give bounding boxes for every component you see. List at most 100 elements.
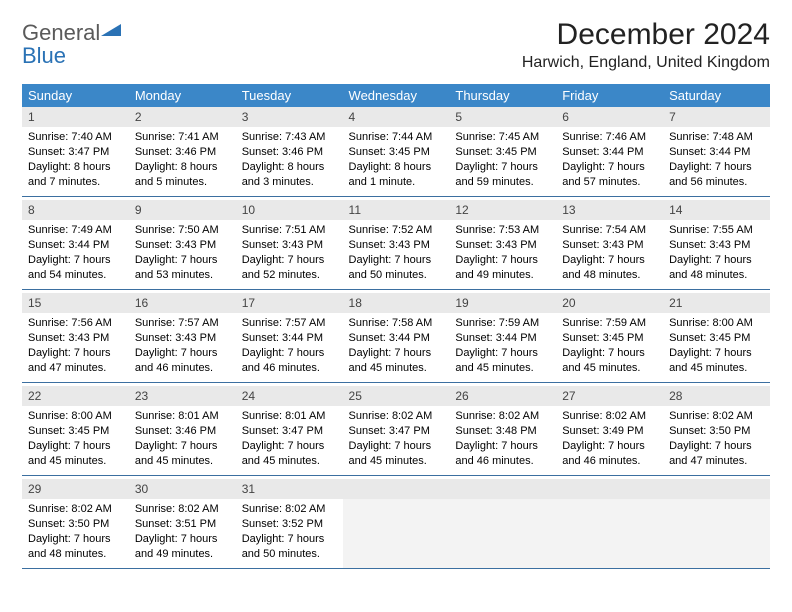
sunrise: Sunrise: 8:02 AM: [349, 409, 444, 424]
sunset: Sunset: 3:43 PM: [455, 238, 550, 253]
daylight-line2: and 45 minutes.: [562, 361, 657, 376]
day-header: Wednesday: [343, 84, 450, 107]
day-number: 14: [663, 200, 770, 220]
sunrise: Sunrise: 7:55 AM: [669, 223, 764, 238]
day-cell: Sunrise: 7:57 AMSunset: 3:43 PMDaylight:…: [129, 313, 236, 382]
sunrise: Sunrise: 7:44 AM: [349, 130, 444, 145]
day-cell: Sunrise: 8:02 AMSunset: 3:52 PMDaylight:…: [236, 499, 343, 568]
sunrise: Sunrise: 7:58 AM: [349, 316, 444, 331]
day-number: 16: [129, 293, 236, 313]
day-number: 27: [556, 386, 663, 406]
day-header: Tuesday: [236, 84, 343, 107]
logo: General Blue: [22, 18, 121, 68]
sunrise: Sunrise: 7:50 AM: [135, 223, 230, 238]
detail-row: Sunrise: 8:00 AMSunset: 3:45 PMDaylight:…: [22, 406, 770, 475]
sunrise: Sunrise: 7:57 AM: [242, 316, 337, 331]
day-number: 24: [236, 386, 343, 406]
daylight-line1: Daylight: 7 hours: [455, 160, 550, 175]
daynum-row: 15161718192021: [22, 293, 770, 313]
day-number: 19: [449, 293, 556, 313]
sunset: Sunset: 3:43 PM: [669, 238, 764, 253]
daylight-line2: and 45 minutes.: [242, 454, 337, 469]
sunset: Sunset: 3:44 PM: [349, 331, 444, 346]
sunrise: Sunrise: 7:53 AM: [455, 223, 550, 238]
title-block: December 2024 Harwich, England, United K…: [522, 18, 770, 72]
daylight-line2: and 46 minutes.: [455, 454, 550, 469]
day-cell: Sunrise: 7:45 AMSunset: 3:45 PMDaylight:…: [449, 127, 556, 196]
daylight-line2: and 48 minutes.: [562, 268, 657, 283]
daylight-line2: and 57 minutes.: [562, 175, 657, 190]
sunrise: Sunrise: 7:54 AM: [562, 223, 657, 238]
day-cell: Sunrise: 7:49 AMSunset: 3:44 PMDaylight:…: [22, 220, 129, 289]
daylight-line1: Daylight: 7 hours: [242, 346, 337, 361]
day-number: 9: [129, 200, 236, 220]
daylight-line1: Daylight: 8 hours: [242, 160, 337, 175]
day-cell: Sunrise: 7:41 AMSunset: 3:46 PMDaylight:…: [129, 127, 236, 196]
day-number: 25: [343, 386, 450, 406]
day-number: 15: [22, 293, 129, 313]
day-cell: Sunrise: 7:51 AMSunset: 3:43 PMDaylight:…: [236, 220, 343, 289]
day-cell: Sunrise: 7:50 AMSunset: 3:43 PMDaylight:…: [129, 220, 236, 289]
day-cell: Sunrise: 7:44 AMSunset: 3:45 PMDaylight:…: [343, 127, 450, 196]
day-cell: Sunrise: 7:57 AMSunset: 3:44 PMDaylight:…: [236, 313, 343, 382]
daylight-line1: Daylight: 7 hours: [562, 439, 657, 454]
daylight-line2: and 47 minutes.: [28, 361, 123, 376]
daylight-line2: and 50 minutes.: [242, 547, 337, 562]
day-cell: Sunrise: 7:48 AMSunset: 3:44 PMDaylight:…: [663, 127, 770, 196]
day-number: 30: [129, 479, 236, 499]
day-header: Sunday: [22, 84, 129, 107]
daylight-line2: and 56 minutes.: [669, 175, 764, 190]
daylight-line2: and 1 minute.: [349, 175, 444, 190]
sunrise: Sunrise: 8:01 AM: [242, 409, 337, 424]
day-number: 6: [556, 107, 663, 127]
sunrise: Sunrise: 7:48 AM: [669, 130, 764, 145]
sunset: Sunset: 3:44 PM: [562, 145, 657, 160]
day-cell: Sunrise: 7:55 AMSunset: 3:43 PMDaylight:…: [663, 220, 770, 289]
day-number: 31: [236, 479, 343, 499]
day-number: 20: [556, 293, 663, 313]
daylight-line1: Daylight: 7 hours: [349, 346, 444, 361]
sunrise: Sunrise: 7:59 AM: [562, 316, 657, 331]
day-cell: Sunrise: 8:02 AMSunset: 3:50 PMDaylight:…: [22, 499, 129, 568]
daylight-line1: Daylight: 7 hours: [28, 439, 123, 454]
day-number: 8: [22, 200, 129, 220]
day-cell: Sunrise: 8:01 AMSunset: 3:46 PMDaylight:…: [129, 406, 236, 475]
day-cell: Sunrise: 7:59 AMSunset: 3:45 PMDaylight:…: [556, 313, 663, 382]
day-cell: [663, 499, 770, 568]
day-cell: [556, 499, 663, 568]
daylight-line2: and 45 minutes.: [135, 454, 230, 469]
daylight-line2: and 59 minutes.: [455, 175, 550, 190]
day-number: 29: [22, 479, 129, 499]
daylight-line2: and 49 minutes.: [455, 268, 550, 283]
daylight-line2: and 46 minutes.: [135, 361, 230, 376]
sunset: Sunset: 3:50 PM: [28, 517, 123, 532]
sunset: Sunset: 3:45 PM: [455, 145, 550, 160]
sunrise: Sunrise: 8:00 AM: [28, 409, 123, 424]
sunrise: Sunrise: 7:56 AM: [28, 316, 123, 331]
day-header: Monday: [129, 84, 236, 107]
day-number: [449, 479, 556, 499]
logo-general: General: [22, 20, 100, 45]
daylight-line1: Daylight: 7 hours: [242, 439, 337, 454]
sunrise: Sunrise: 7:59 AM: [455, 316, 550, 331]
day-number: 11: [343, 200, 450, 220]
day-cell: Sunrise: 7:54 AMSunset: 3:43 PMDaylight:…: [556, 220, 663, 289]
sunrise: Sunrise: 7:49 AM: [28, 223, 123, 238]
sunset: Sunset: 3:45 PM: [562, 331, 657, 346]
daylight-line1: Daylight: 7 hours: [28, 346, 123, 361]
day-cell: [343, 499, 450, 568]
day-number: 1: [22, 107, 129, 127]
daynum-row: 1234567: [22, 107, 770, 127]
daylight-line2: and 47 minutes.: [669, 454, 764, 469]
day-number: 13: [556, 200, 663, 220]
day-header: Friday: [556, 84, 663, 107]
sunset: Sunset: 3:47 PM: [242, 424, 337, 439]
sunset: Sunset: 3:43 PM: [349, 238, 444, 253]
daylight-line2: and 45 minutes.: [669, 361, 764, 376]
day-cell: Sunrise: 7:52 AMSunset: 3:43 PMDaylight:…: [343, 220, 450, 289]
day-number: 26: [449, 386, 556, 406]
daylight-line2: and 48 minutes.: [669, 268, 764, 283]
logo-blue: Blue: [22, 43, 66, 68]
daylight-line1: Daylight: 7 hours: [242, 253, 337, 268]
sunset: Sunset: 3:46 PM: [135, 424, 230, 439]
